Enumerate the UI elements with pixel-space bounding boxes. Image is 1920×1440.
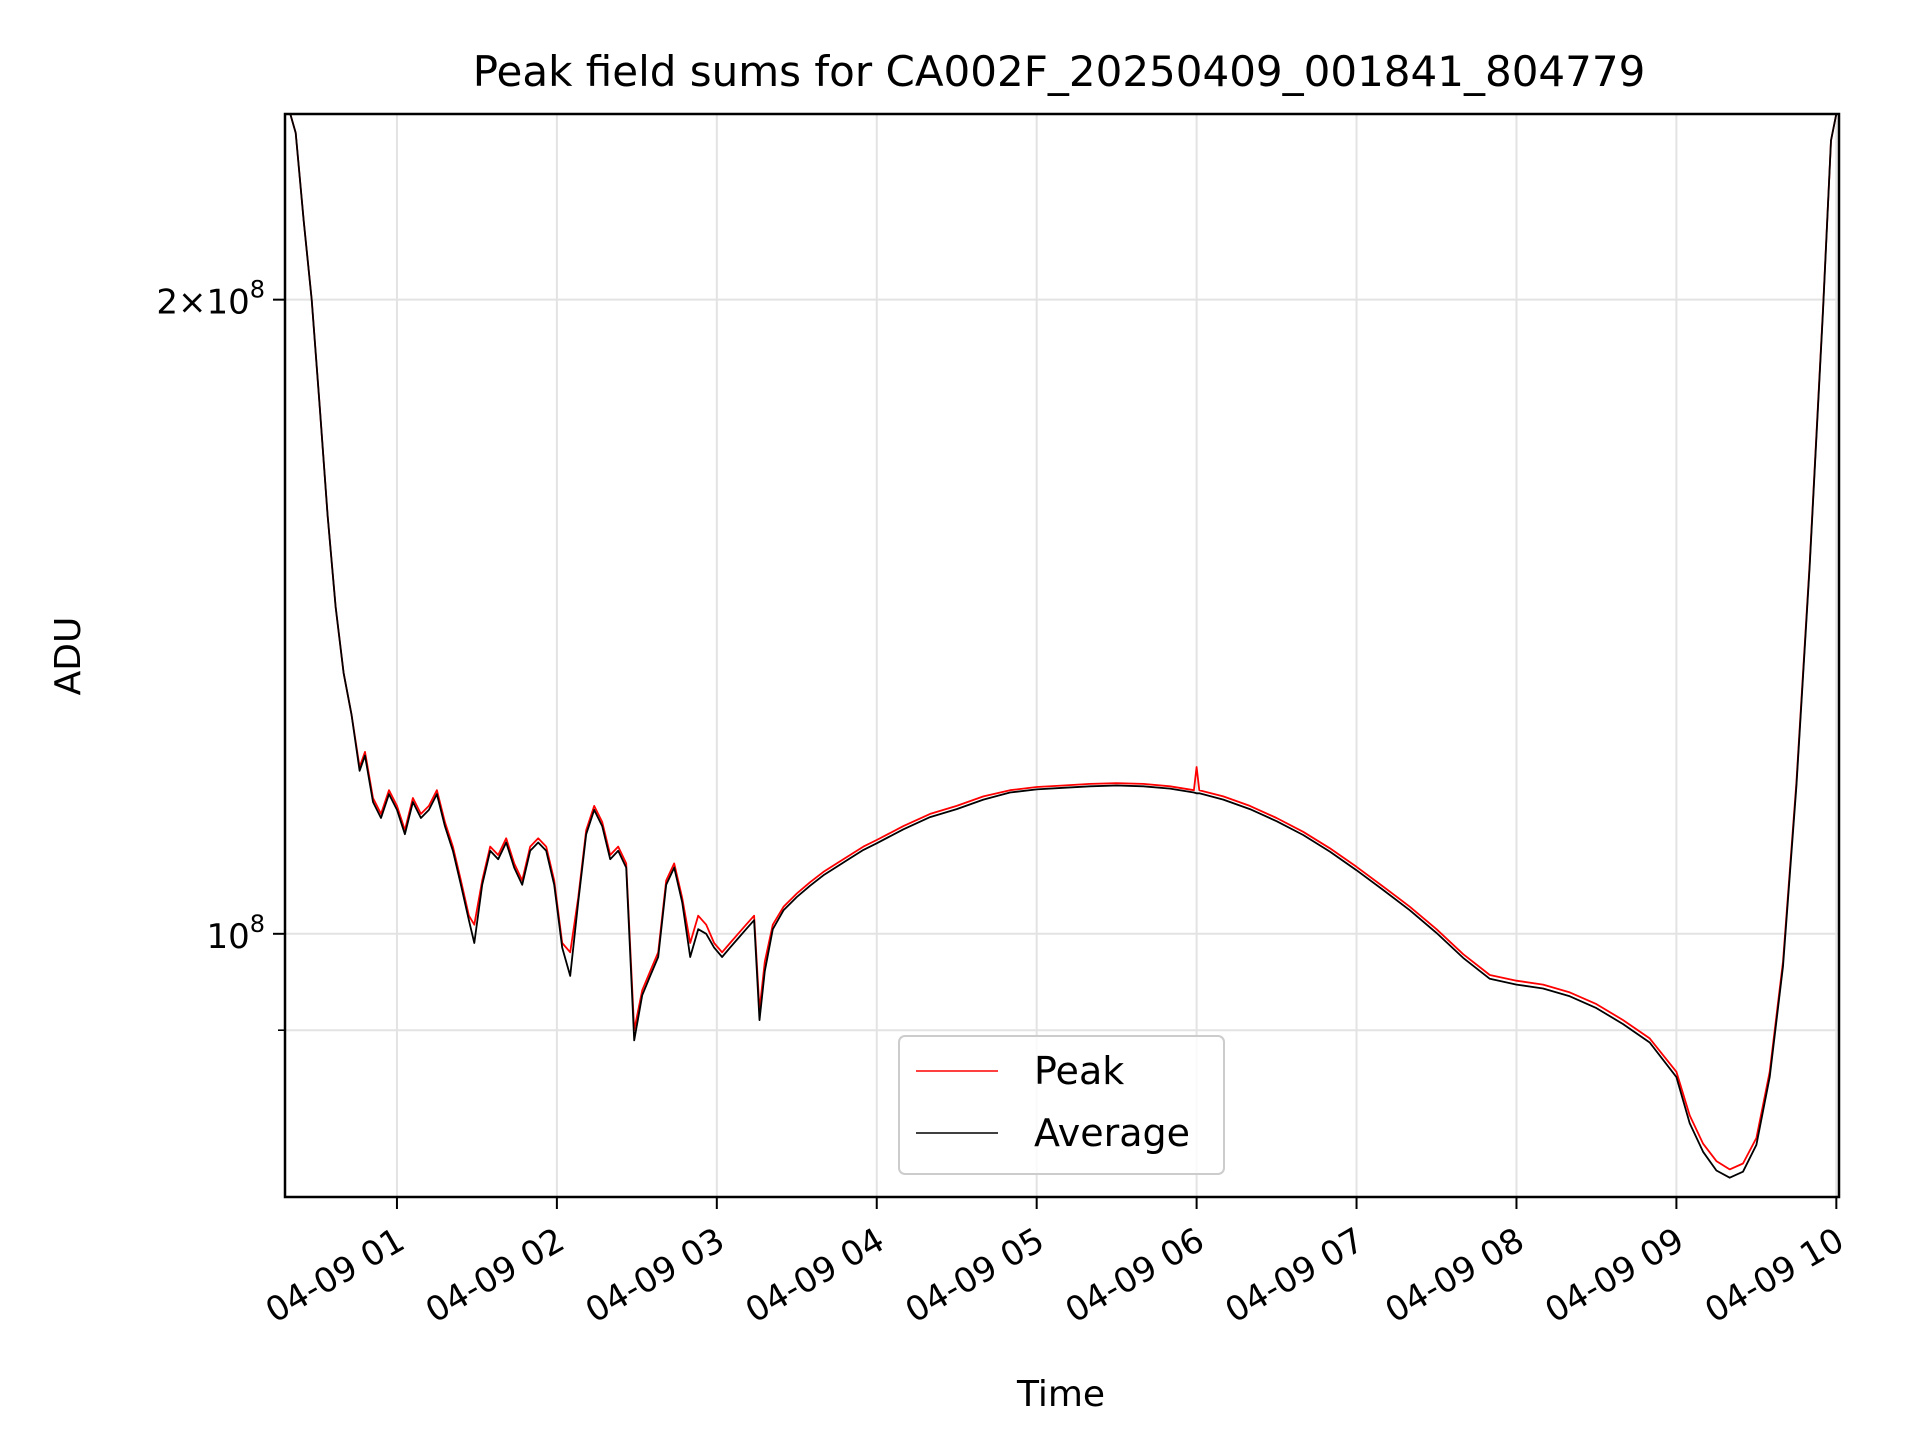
x-axis-label: Time xyxy=(1016,1374,1105,1415)
legend-peak-label: Peak xyxy=(1034,1049,1124,1093)
series-line-average xyxy=(285,114,1838,1179)
y-axis-label: ADU xyxy=(48,617,89,696)
y-axis: 108 2×108 xyxy=(156,276,285,1031)
series-line-peak xyxy=(285,114,1838,1171)
y-tick-label: 108 xyxy=(206,910,265,957)
grid-lines xyxy=(285,114,1839,1197)
series-lines xyxy=(285,114,1838,1179)
legend-average-label: Average xyxy=(1034,1111,1190,1155)
legend: Peak Average xyxy=(898,1035,1225,1175)
chart-title: Peak field sums for CA002F_20250409_0018… xyxy=(473,47,1646,96)
y-tick-label: 2×108 xyxy=(156,276,265,323)
plot-frame xyxy=(283,112,1841,1199)
